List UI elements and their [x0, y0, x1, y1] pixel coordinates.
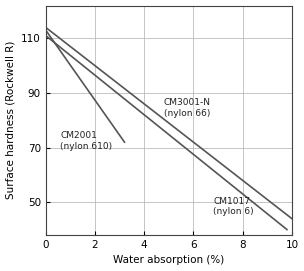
Text: CM3001-N
(nylon 66): CM3001-N (nylon 66) [164, 98, 211, 118]
Text: CM1017
(nylon 6): CM1017 (nylon 6) [213, 197, 254, 216]
Text: CM2001
(nylon 610): CM2001 (nylon 610) [60, 131, 112, 151]
X-axis label: Water absorption (%): Water absorption (%) [113, 256, 224, 265]
Y-axis label: Surface hardness (Rockwell R): Surface hardness (Rockwell R) [5, 41, 16, 199]
